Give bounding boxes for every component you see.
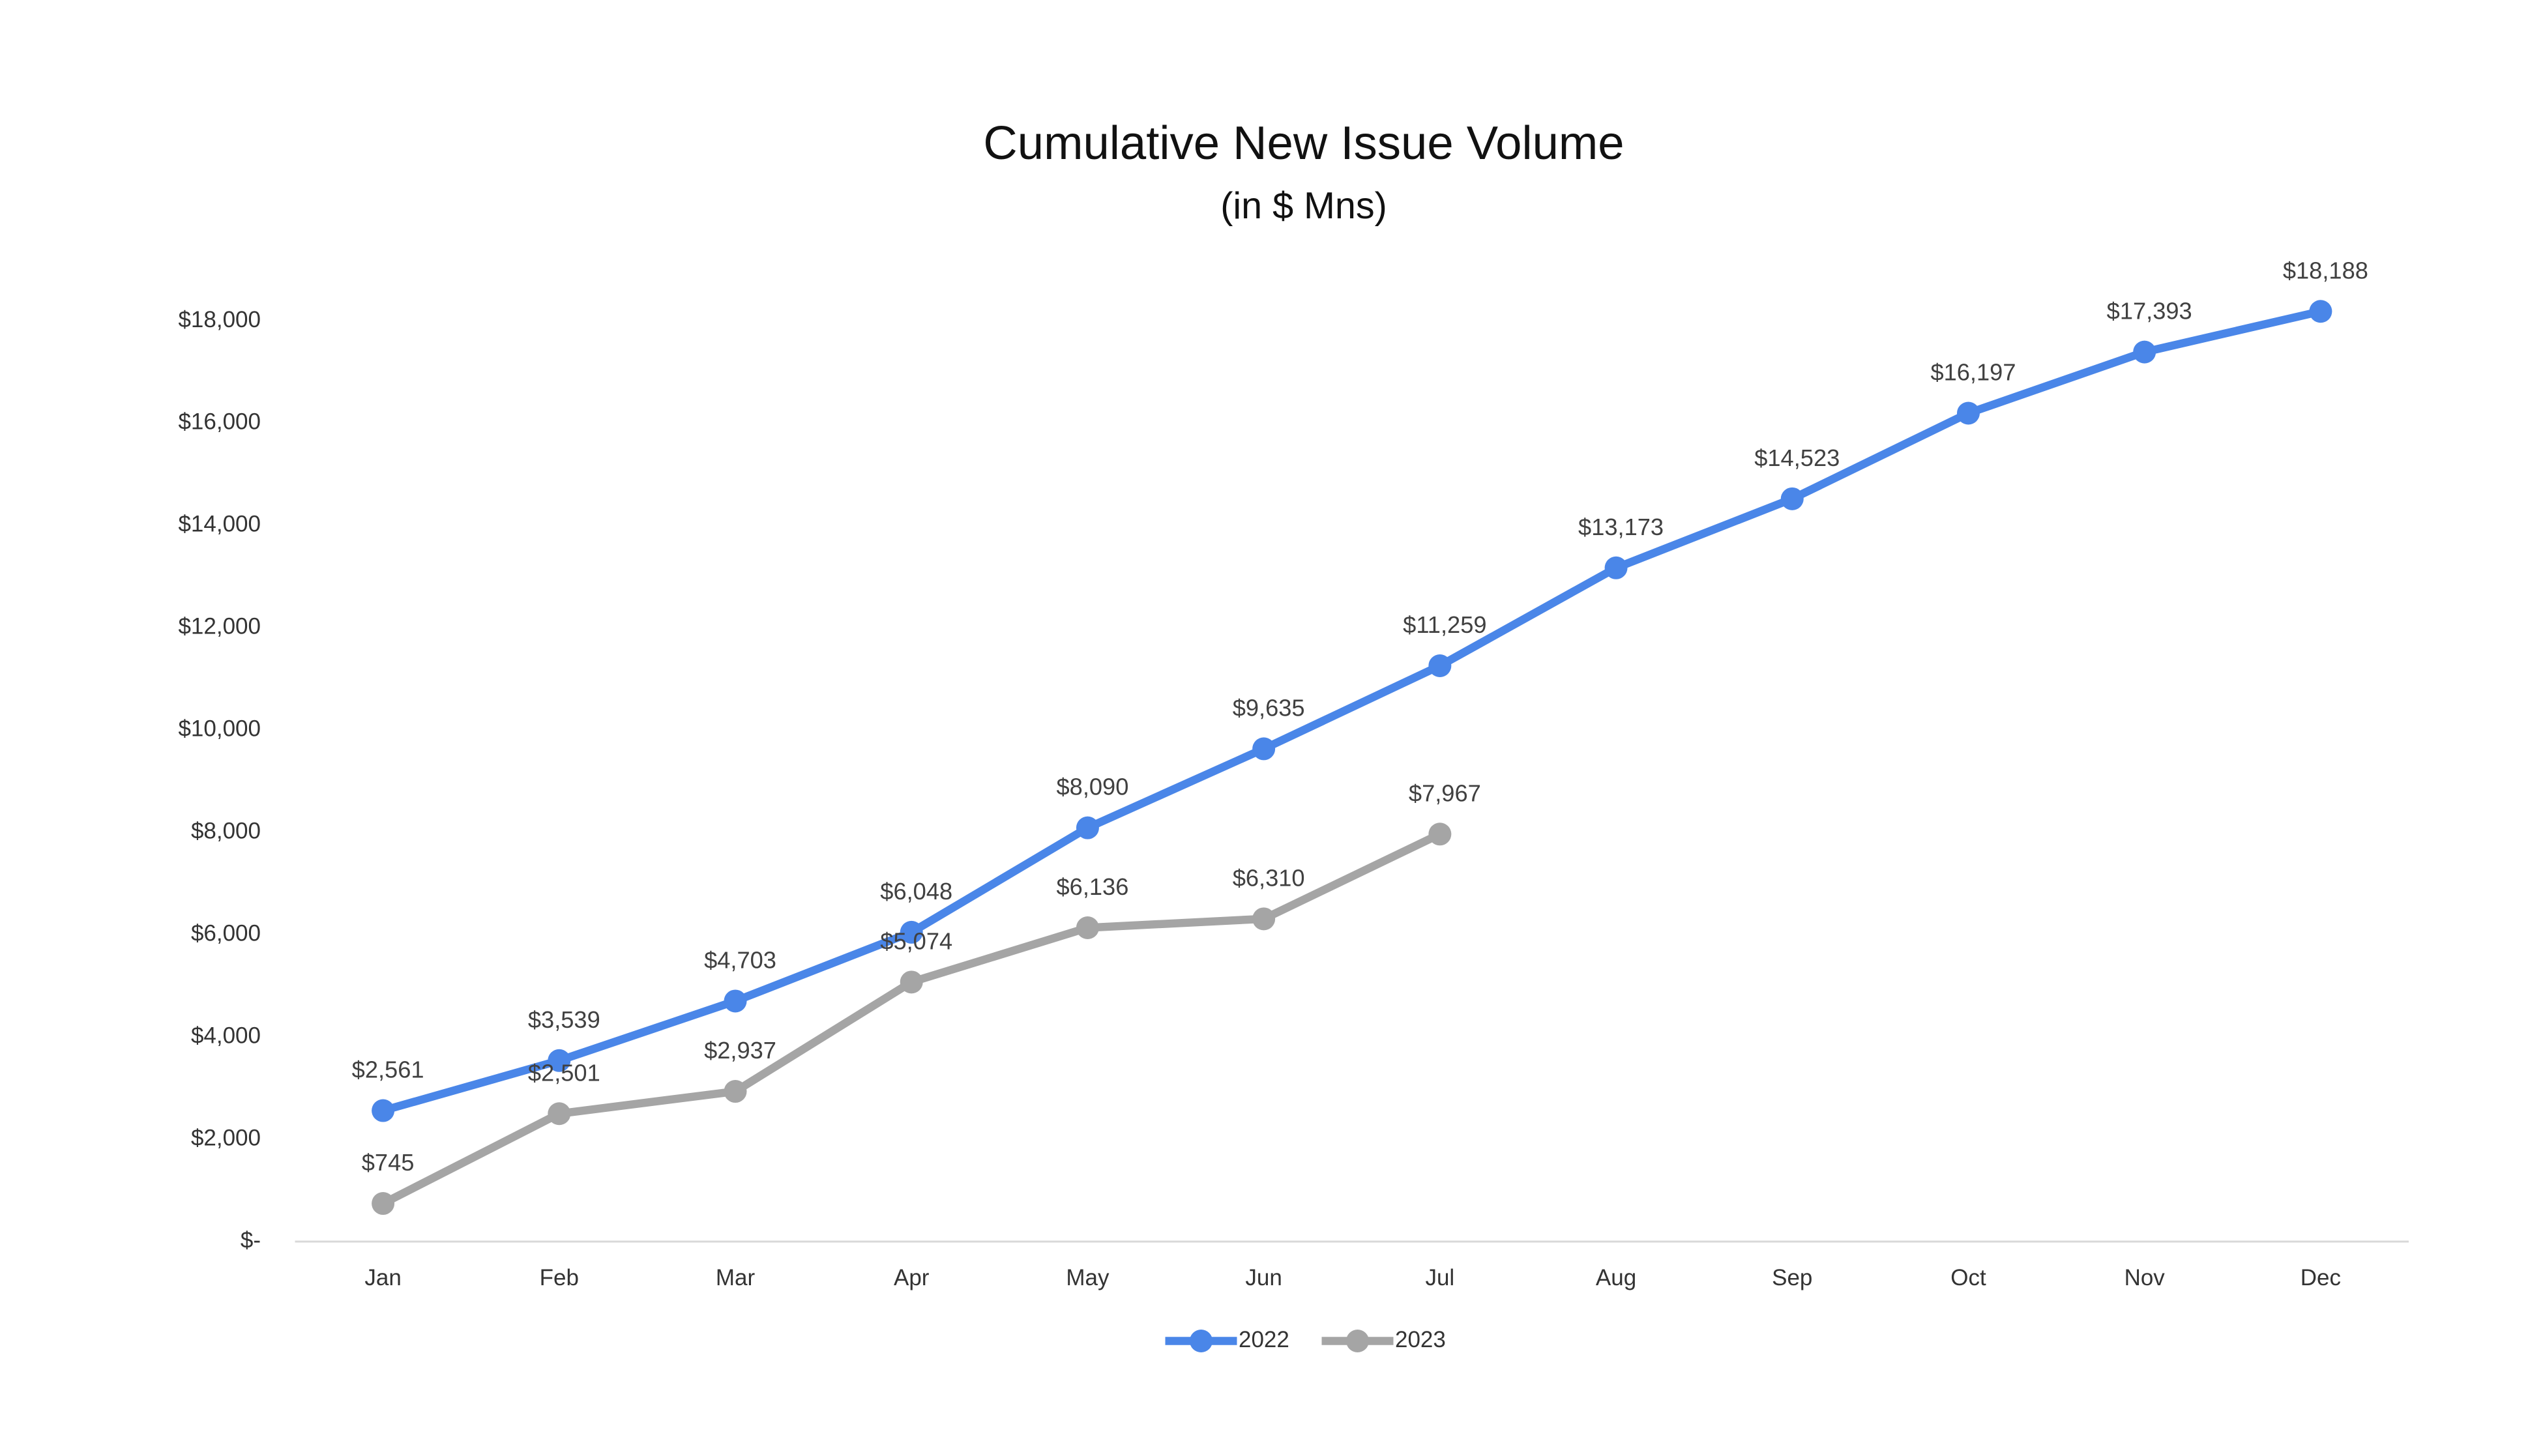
- legend-marker: [1190, 1330, 1213, 1352]
- y-tick-label: $18,000: [178, 307, 261, 332]
- data-label: $745: [362, 1149, 415, 1176]
- series-line: [381, 307, 2322, 1115]
- x-tick-label: Jan: [364, 1265, 401, 1290]
- marker: [1604, 556, 1628, 579]
- marker: [724, 1080, 747, 1103]
- legend-label: 2023: [1395, 1327, 1446, 1352]
- marker: [548, 1049, 571, 1072]
- marker: [900, 920, 923, 944]
- marker: [900, 970, 923, 994]
- marker: [1428, 823, 1452, 846]
- data-label: $6,136: [1057, 873, 1129, 900]
- data-label: $2,561: [352, 1056, 424, 1083]
- data-label: $6,048: [880, 878, 952, 905]
- chart-subtitle: (in $ Mns): [1220, 185, 1387, 227]
- marker: [724, 989, 747, 1013]
- marker: [2309, 300, 2332, 323]
- y-tick-label: $12,000: [178, 614, 261, 639]
- data-label: $14,523: [1754, 444, 1840, 471]
- data-label: $2,937: [704, 1037, 776, 1064]
- data-label: $17,393: [2107, 298, 2192, 325]
- data-label: $18,188: [2283, 257, 2368, 284]
- legend-label: 2022: [1239, 1327, 1289, 1352]
- y-tick-label: $8,000: [191, 818, 261, 843]
- x-tick-label: Apr: [894, 1265, 930, 1290]
- marker: [1428, 654, 1452, 677]
- marker: [548, 1102, 571, 1126]
- x-tick-label: Feb: [540, 1265, 579, 1290]
- y-tick-label: $2,000: [191, 1125, 261, 1150]
- x-tick-label: Oct: [1950, 1265, 1986, 1290]
- x-tick-label: Aug: [1596, 1265, 1636, 1290]
- y-tick-label: $4,000: [191, 1023, 261, 1048]
- y-tick-label: $14,000: [178, 512, 261, 537]
- chart-title: Cumulative New Issue Volume: [983, 117, 1624, 169]
- data-label: $13,173: [1578, 514, 1664, 540]
- marker: [1252, 737, 1276, 761]
- data-label: $4,703: [704, 947, 776, 974]
- y-tick-label: $16,000: [178, 409, 261, 435]
- marker: [1956, 401, 1980, 425]
- marker: [1076, 916, 1099, 939]
- x-tick-label: Jun: [1245, 1265, 1282, 1290]
- data-label: $5,074: [880, 927, 952, 954]
- marker: [1780, 487, 1804, 510]
- x-tick-label: May: [1066, 1265, 1110, 1290]
- data-label: $16,197: [1930, 359, 2016, 386]
- data-label: $9,635: [1233, 694, 1305, 721]
- y-tick-label: $10,000: [178, 716, 261, 742]
- data-label: $8,090: [1057, 774, 1129, 800]
- x-tick-label: Sep: [1772, 1265, 1812, 1290]
- x-tick-label: Nov: [2124, 1265, 2166, 1290]
- legend-marker: [1346, 1330, 1369, 1352]
- y-tick-label: $-: [241, 1227, 261, 1253]
- x-tick-label: Mar: [716, 1265, 756, 1290]
- data-label: $7,967: [1409, 779, 1481, 806]
- data-label: $11,259: [1403, 611, 1486, 638]
- marker: [372, 1192, 395, 1216]
- marker: [1076, 816, 1099, 839]
- marker: [2133, 340, 2156, 364]
- x-tick-label: Jul: [1425, 1265, 1454, 1290]
- marker: [1252, 907, 1276, 931]
- x-tick-label: Dec: [2300, 1265, 2341, 1290]
- marker: [372, 1099, 395, 1122]
- data-label: $2,501: [528, 1059, 600, 1086]
- data-label: $3,539: [528, 1006, 600, 1033]
- y-tick-label: $6,000: [191, 920, 261, 946]
- data-label: $6,310: [1233, 864, 1305, 891]
